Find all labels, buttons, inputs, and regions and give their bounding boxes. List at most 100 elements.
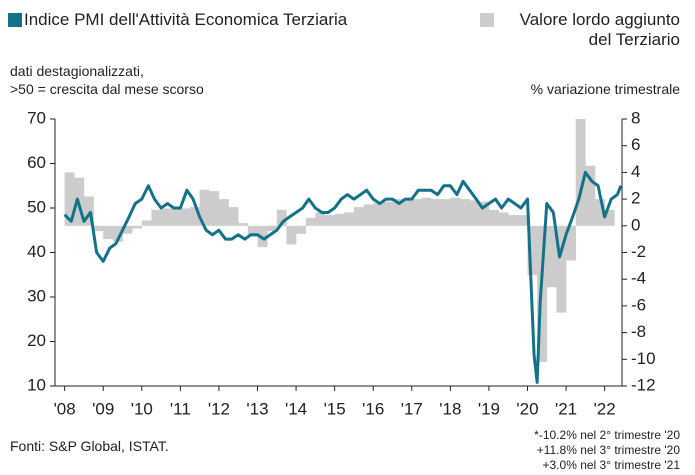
bar [585, 165, 596, 226]
bar [132, 225, 143, 229]
y2-tick-label: -6 [631, 295, 646, 314]
bar [199, 189, 210, 226]
legend-item: Indice PMI dell'Attività Economica Terzi… [8, 10, 348, 30]
notes: *-10.2% nel 2° trimestre '20 +11.8% nel … [534, 428, 680, 473]
pmi-line [63, 170, 622, 384]
x-tick-label: '13 [246, 399, 268, 418]
bar [363, 204, 374, 226]
bar [64, 172, 75, 226]
bar [93, 225, 104, 232]
bar [209, 191, 220, 226]
bar [353, 207, 364, 226]
legend-label: Indice PMI dell'Attività Economica Terzi… [24, 10, 348, 29]
bar [382, 201, 393, 226]
x-tick-label: '20 [516, 399, 538, 418]
y2-tick-label: 0 [631, 215, 640, 234]
bar [469, 200, 480, 226]
bar [276, 209, 287, 226]
legend-swatch [8, 13, 22, 27]
bar [122, 225, 133, 234]
bar [325, 215, 335, 226]
bar [161, 208, 172, 226]
bar [508, 215, 519, 226]
x-tick-label: '12 [208, 399, 230, 418]
bar [247, 225, 258, 237]
y2-tick-label: -8 [631, 322, 646, 341]
bar [141, 220, 152, 226]
bar [431, 199, 442, 226]
x-tick-label: '22 [594, 399, 616, 418]
bar [604, 209, 615, 226]
bar [460, 199, 470, 226]
x-tick-label: '18 [439, 399, 461, 418]
bar [238, 223, 249, 226]
bar [296, 225, 307, 234]
legend-label: Valore lordo aggiunto del Terziario [519, 10, 680, 49]
bar [103, 225, 114, 240]
x-tick-label: '17 [401, 399, 423, 418]
y2-tick-label: -10 [631, 349, 656, 368]
y-tick-label: 30 [27, 286, 46, 305]
bar [411, 199, 422, 226]
bar [527, 225, 538, 276]
legend-item: Valore lordo aggiunto del Terziario [480, 10, 680, 50]
bar [334, 213, 345, 226]
y-tick-label: 60 [27, 153, 46, 172]
plot-area [63, 119, 622, 384]
note: *-10.2% nel 2° trimestre '20 [534, 428, 680, 442]
bar [440, 199, 451, 226]
y2-tick-label: -2 [631, 242, 646, 261]
bar [556, 225, 567, 313]
bar [218, 199, 229, 226]
x-tick-label: '21 [555, 399, 577, 418]
bar [112, 225, 123, 242]
y-tick-label: 50 [27, 197, 46, 216]
x-tick-label: '11 [170, 399, 191, 418]
legend-swatch [480, 13, 494, 27]
bar [315, 212, 326, 226]
bar [595, 199, 605, 226]
y2-tick-label: 8 [631, 108, 640, 127]
bar [488, 209, 499, 226]
bar [566, 225, 577, 261]
bar [450, 197, 461, 226]
y-tick-label: 10 [27, 375, 46, 394]
bar [151, 209, 162, 226]
note: +3.0% nel 3° trimestre '21 [542, 458, 681, 472]
bar [344, 212, 355, 226]
bar [546, 225, 557, 288]
x-tick-label: '14 [285, 399, 307, 418]
bar [286, 225, 297, 245]
bar [421, 197, 432, 226]
bar [305, 217, 316, 226]
source: Fonti: S&P Global, ISTAT. [10, 438, 169, 454]
y-tick-label: 40 [27, 242, 46, 261]
bar [498, 212, 509, 226]
y2-tick-label: -4 [631, 269, 646, 288]
y2-tick-label: 6 [631, 135, 640, 154]
bar [83, 196, 94, 226]
bar [170, 208, 181, 226]
bar [267, 225, 278, 232]
bar [517, 215, 528, 226]
x-tick-label: '16 [362, 399, 384, 418]
bar [180, 208, 191, 226]
y-tick-label: 70 [27, 108, 46, 127]
bar [575, 119, 586, 226]
note: +11.8% nel 3° trimestre '20 [536, 443, 680, 457]
bar [373, 203, 384, 226]
bar [392, 199, 403, 226]
x-tick-label: '10 [131, 399, 153, 418]
x-tick-label: '08 [54, 399, 76, 418]
bar [228, 207, 239, 226]
bar [479, 201, 490, 226]
x-tick-label: '15 [324, 399, 346, 418]
y2-axis-label: % variazione trimestrale [530, 81, 680, 97]
x-tick-label: '19 [478, 399, 500, 418]
subtitle: dati destagionalizzati, >50 = crescita d… [10, 63, 204, 97]
x-tick-label: '09 [92, 399, 114, 418]
y-tick-label: 20 [27, 331, 46, 350]
y2-tick-label: 2 [631, 189, 640, 208]
